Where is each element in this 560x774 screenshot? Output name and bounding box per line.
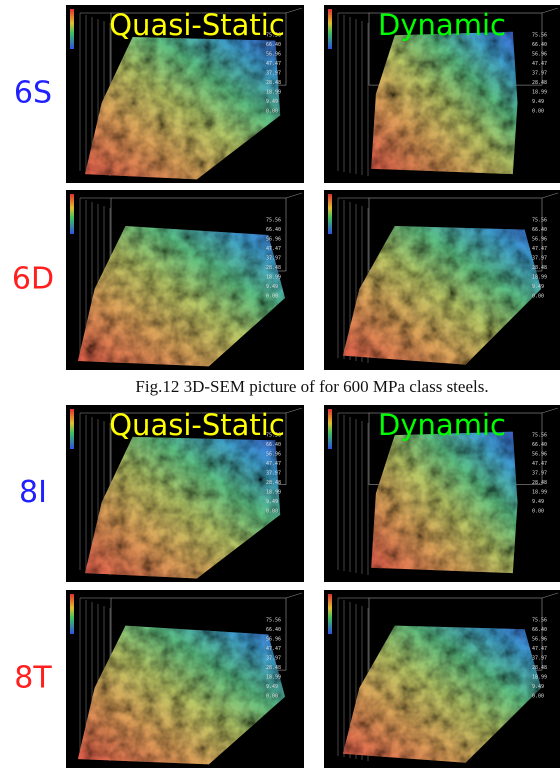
- scale-label: 37.97: [266, 256, 281, 262]
- scale-label: 37.97: [532, 471, 547, 477]
- column-title: Dynamic: [378, 8, 506, 42]
- scale-label: 75.56: [532, 218, 547, 224]
- scale-label: 28.48: [266, 265, 281, 271]
- scale-label: 75.56: [266, 618, 281, 624]
- scale-label: 56.96: [266, 452, 281, 458]
- scale-label: 56.96: [266, 637, 281, 643]
- scale-label: 18.99: [532, 275, 547, 281]
- scale-label: 66.40: [266, 42, 281, 48]
- scale-label: 66.40: [532, 42, 547, 48]
- row-label: 6S: [14, 76, 52, 111]
- scale-label: 28.48: [532, 265, 547, 271]
- scale-label: 75.56: [266, 218, 281, 224]
- scale-label: 28.48: [266, 665, 281, 671]
- page: {"figure": { "columns": ["Quasi-Static",…: [0, 0, 560, 770]
- scale-label: 0.00: [266, 694, 278, 700]
- scale-label: 0.00: [266, 509, 278, 515]
- scale-label: 28.48: [532, 665, 547, 671]
- scale-label: 28.48: [266, 80, 281, 86]
- color-bar: [328, 194, 332, 234]
- color-bar: [70, 194, 74, 234]
- row-label: 8I: [19, 475, 47, 510]
- scale-label: 66.40: [532, 442, 547, 448]
- scale-label: 66.40: [266, 627, 281, 633]
- fracture-surface: [371, 432, 517, 573]
- scale-label: 18.99: [266, 490, 281, 496]
- scale-label: 47.47: [266, 646, 281, 652]
- scale-label: 75.56: [532, 618, 547, 624]
- color-bar: [328, 594, 332, 634]
- column-title: Quasi-Static: [109, 408, 285, 442]
- scale-label: 28.48: [532, 80, 547, 86]
- scale-label: 9.49: [266, 499, 278, 505]
- scale-label: 9.49: [532, 499, 544, 505]
- scale-label: 37.97: [532, 71, 547, 77]
- scale-label: 47.47: [532, 246, 547, 252]
- scale-label: 66.40: [532, 627, 547, 633]
- scale-label: 9.49: [532, 99, 544, 105]
- scale-label: 66.40: [266, 442, 281, 448]
- scale-label: 18.99: [532, 675, 547, 681]
- scale-label: 37.97: [266, 71, 281, 77]
- figure-caption: Fig.12 3D-SEM picture of for 600 MPa cla…: [135, 377, 488, 396]
- scale-label: 37.97: [266, 471, 281, 477]
- scale-label: 0.00: [532, 694, 544, 700]
- scale-label: 47.47: [266, 461, 281, 467]
- scale-label: 47.47: [266, 246, 281, 252]
- row-label: 8T: [14, 661, 52, 696]
- scale-label: 9.49: [266, 99, 278, 105]
- color-bar: [70, 409, 74, 449]
- fracture-surface: [371, 32, 517, 174]
- scale-label: 56.96: [532, 52, 547, 58]
- scale-label: 47.47: [532, 461, 547, 467]
- scale-label: 18.99: [266, 675, 281, 681]
- color-bar: [70, 594, 74, 634]
- scale-label: 75.56: [532, 33, 547, 39]
- scale-label: 66.40: [532, 227, 547, 233]
- scale-label: 56.96: [532, 452, 547, 458]
- scale-label: 47.47: [266, 61, 281, 67]
- scale-label: 0.00: [266, 109, 278, 115]
- color-bar: [70, 9, 74, 49]
- scale-label: 18.99: [266, 275, 281, 281]
- color-bar: [328, 409, 332, 449]
- column-title: Quasi-Static: [109, 8, 285, 42]
- column-title: Dynamic: [378, 408, 506, 442]
- scale-label: 9.49: [266, 684, 278, 690]
- scale-label: 0.00: [532, 109, 544, 115]
- scale-label: 18.99: [532, 490, 547, 496]
- scale-label: 47.47: [532, 646, 547, 652]
- color-bar: [328, 9, 332, 49]
- scale-label: 56.96: [532, 237, 547, 243]
- scale-label: 0.00: [266, 294, 278, 300]
- scale-label: 18.99: [532, 90, 547, 96]
- scale-label: 0.00: [532, 509, 544, 515]
- scale-label: 56.96: [266, 237, 281, 243]
- scale-label: 66.40: [266, 227, 281, 233]
- scale-label: 37.97: [532, 256, 547, 262]
- scale-label: 9.49: [532, 684, 544, 690]
- scale-label: 47.47: [532, 61, 547, 67]
- scale-label: 9.49: [532, 284, 544, 290]
- figure: 6S 75.56 66.40 56.96 47.47 37.97 28.48 18.99 9.4…: [0, 0, 560, 770]
- row-label: 6D: [12, 262, 54, 297]
- scale-label: 37.97: [532, 656, 547, 662]
- scale-label: 9.49: [266, 284, 278, 290]
- scale-label: 37.97: [266, 656, 281, 662]
- scale-label: 75.56: [532, 433, 547, 439]
- scale-label: 56.96: [266, 52, 281, 58]
- scale-label: 18.99: [266, 90, 281, 96]
- scale-label: 28.48: [532, 480, 547, 486]
- scale-label: 28.48: [266, 480, 281, 486]
- scale-label: 56.96: [532, 637, 547, 643]
- scale-label: 0.00: [532, 294, 544, 300]
